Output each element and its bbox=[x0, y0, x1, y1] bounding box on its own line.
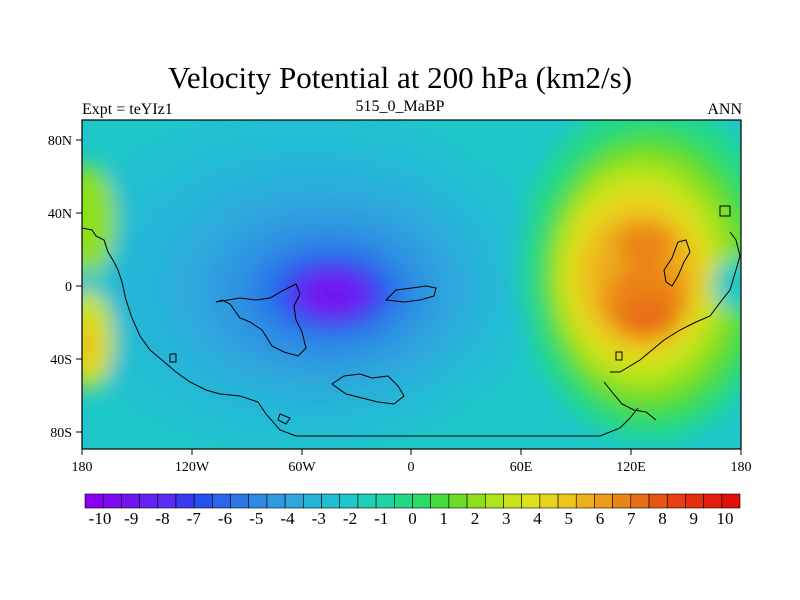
y-tick-label: 80N bbox=[48, 134, 72, 149]
colorbar-swatch bbox=[557, 493, 577, 509]
colorbar-label: 5 bbox=[565, 509, 574, 528]
colorbar-swatch bbox=[630, 493, 650, 509]
x-tick-label: 0 bbox=[408, 460, 415, 475]
axis-ticks bbox=[76, 139, 742, 455]
colorbar-swatch bbox=[612, 493, 632, 509]
colorbar-label: -4 bbox=[280, 509, 295, 528]
colorbar-swatch bbox=[721, 493, 741, 509]
y-tick-label: 40N bbox=[48, 207, 72, 222]
colorbar-swatch bbox=[685, 493, 704, 509]
colorbar-label: 9 bbox=[690, 509, 699, 528]
season-label: ANN bbox=[707, 101, 742, 118]
colorbar-swatch bbox=[666, 493, 686, 509]
colorbar-swatch bbox=[139, 493, 159, 509]
colorbar-swatch bbox=[521, 493, 541, 509]
colorbar-label: -8 bbox=[155, 509, 169, 528]
colorbar-swatch bbox=[212, 493, 231, 509]
colorbar-swatch bbox=[321, 493, 341, 509]
case-label: 515_0_MaBP bbox=[355, 98, 445, 115]
x-tick-label: 60W bbox=[288, 460, 316, 475]
colorbar-label: -5 bbox=[249, 509, 263, 528]
colorbar-label: 6 bbox=[596, 509, 605, 528]
colorbar-label: -7 bbox=[187, 509, 202, 528]
colorbar-swatch bbox=[594, 493, 613, 509]
colorbar-swatch bbox=[394, 493, 413, 509]
colorbar-swatch bbox=[539, 493, 559, 509]
y-tick-label: 80S bbox=[50, 426, 72, 441]
colorbar-label: 0 bbox=[408, 509, 417, 528]
colorbar-swatch bbox=[357, 493, 377, 509]
colorbar-label: 8 bbox=[658, 509, 667, 528]
colorbar-swatch bbox=[430, 493, 450, 509]
colorbar-label: 10 bbox=[717, 509, 734, 528]
colorbar-swatch bbox=[484, 493, 504, 509]
colorbar-swatch bbox=[266, 493, 286, 509]
colorbar-label: -6 bbox=[218, 509, 232, 528]
colorbar-swatch bbox=[284, 493, 304, 509]
x-axis-labels: 180 120W 60W 0 60E 120E 180 bbox=[72, 460, 752, 475]
colorbar-swatch bbox=[303, 493, 322, 509]
colorbar-swatch bbox=[648, 493, 668, 509]
colorbar-swatch bbox=[84, 493, 104, 509]
colorbar-swatch bbox=[102, 493, 122, 509]
colorbar: -10 -9 -8 -7 -6 -5 -4 -3 -2 -1 0 1 2 3 4 5 6 7 8 9 10 bbox=[84, 493, 741, 528]
plot-title: Velocity Potential at 200 hPa (km2/s) bbox=[167, 60, 633, 95]
colorbar-swatch bbox=[157, 493, 177, 509]
colorbar-swatch bbox=[121, 493, 140, 509]
colorbar-swatch bbox=[412, 493, 431, 509]
x-tick-label: 120W bbox=[175, 460, 210, 475]
colorbar-swatch bbox=[248, 493, 268, 509]
colorbar-label: -10 bbox=[89, 509, 112, 528]
x-tick-label: 120E bbox=[616, 460, 646, 475]
colorbar-label: 1 bbox=[440, 509, 449, 528]
colorbar-swatch bbox=[503, 493, 522, 509]
colorbar-label: -9 bbox=[124, 509, 138, 528]
contour-field bbox=[82, 120, 741, 449]
colorbar-swatch bbox=[575, 493, 595, 509]
x-tick-label: 60E bbox=[510, 460, 533, 475]
colorbar-label: -2 bbox=[343, 509, 357, 528]
experiment-label: Expt = teYIz1 bbox=[82, 101, 173, 118]
colorbar-swatch bbox=[175, 493, 195, 509]
colorbar-swatch bbox=[230, 493, 250, 509]
x-tick-label: 180 bbox=[72, 460, 93, 475]
colorbar-swatch bbox=[466, 493, 486, 509]
y-tick-label: 0 bbox=[65, 280, 72, 295]
colorbar-label: -3 bbox=[312, 509, 326, 528]
colorbar-swatch bbox=[375, 493, 395, 509]
colorbar-label: 4 bbox=[533, 509, 542, 528]
colorbar-swatch bbox=[703, 493, 723, 509]
y-tick-label: 40S bbox=[50, 353, 72, 368]
y-axis-labels: 80N 40N 0 40S 80S bbox=[48, 134, 72, 441]
colorbar-swatch bbox=[448, 493, 468, 509]
x-tick-label: 180 bbox=[731, 460, 752, 475]
colorbar-label: -1 bbox=[374, 509, 388, 528]
colorbar-label: 2 bbox=[471, 509, 480, 528]
colorbar-swatch bbox=[193, 493, 213, 509]
colorbar-label: 3 bbox=[502, 509, 511, 528]
colorbar-label: 7 bbox=[627, 509, 636, 528]
coastlines bbox=[82, 205, 741, 437]
colorbar-swatch bbox=[339, 493, 359, 509]
